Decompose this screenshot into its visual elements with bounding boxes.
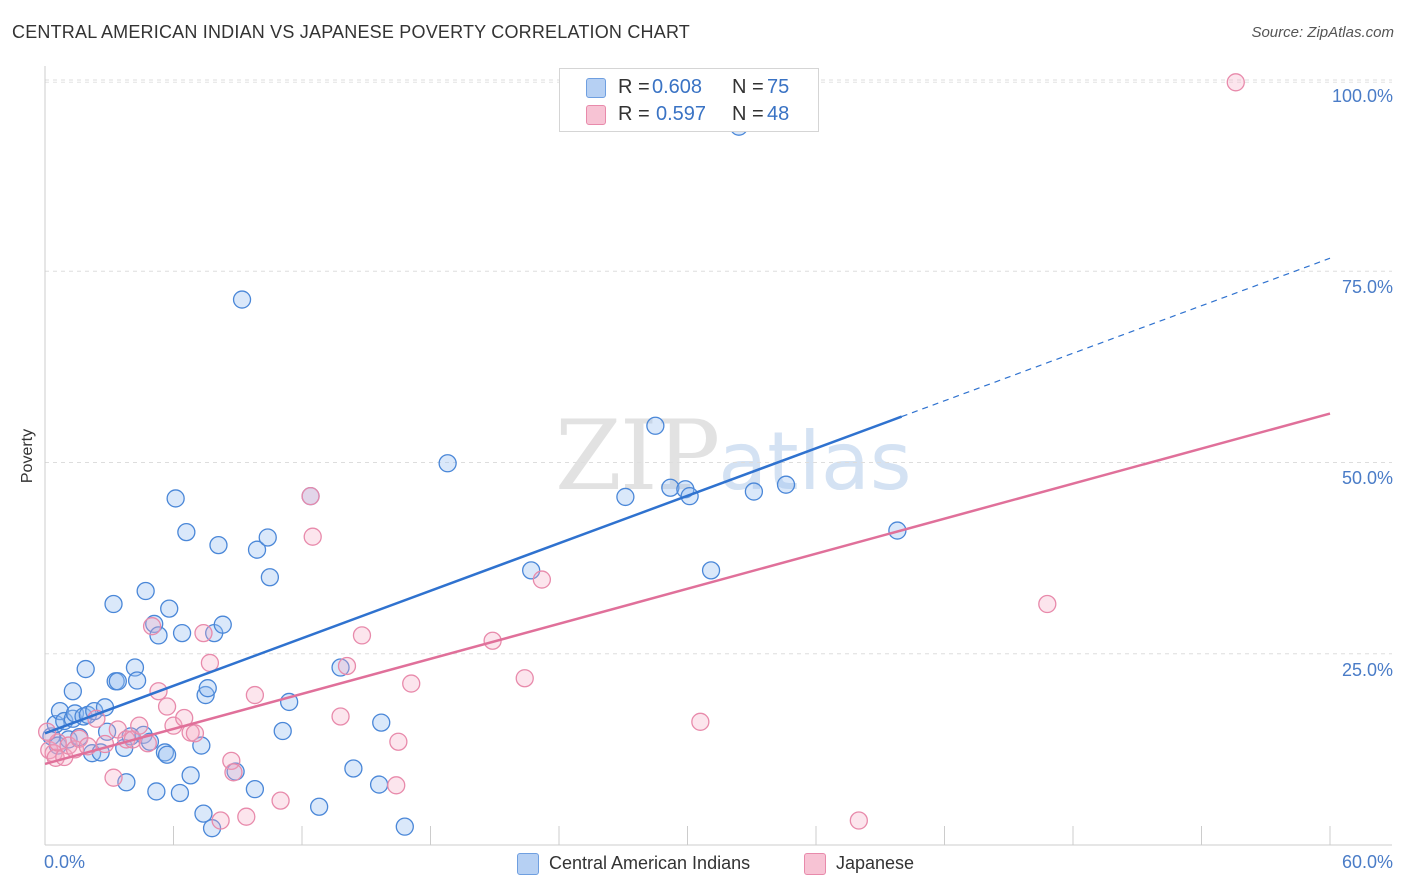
point-japanese <box>271 791 290 810</box>
point-central-american <box>196 685 215 705</box>
point-central-american <box>661 478 680 497</box>
point-japanese <box>130 716 149 735</box>
point-central-american <box>104 594 123 614</box>
point-central-american <box>76 659 95 679</box>
x-tick-label-max: 60.0% <box>1341 852 1393 872</box>
point-central-american <box>701 561 721 580</box>
point-japanese <box>211 811 230 830</box>
point-japanese <box>222 751 241 770</box>
point-central-american <box>198 679 217 698</box>
watermark-atlas: atlas <box>718 415 912 508</box>
point-japanese <box>402 674 421 693</box>
y-tick-label-100: 100.0% <box>1331 86 1393 106</box>
point-central-american <box>181 766 200 785</box>
point-central-american <box>273 721 292 741</box>
point-central-american <box>247 540 267 559</box>
point-central-american <box>260 568 280 587</box>
y-tick-label-75: 75.0% <box>1341 277 1393 297</box>
point-central-american <box>616 487 635 507</box>
legend-r-value: 0.597 <box>656 103 707 125</box>
point-japanese <box>224 763 243 782</box>
point-central-american <box>369 775 389 794</box>
stats-legend: R = 0.608 N = 75 R = 0.597 N = 48 <box>559 68 819 132</box>
x-tick-label-min: 0.0% <box>44 852 86 872</box>
point-central-american <box>136 581 155 601</box>
point-japanese <box>389 732 408 751</box>
point-central-american <box>344 759 363 778</box>
point-japanese <box>691 712 710 731</box>
legend-r-label: R = <box>618 76 650 98</box>
point-japanese <box>849 811 868 830</box>
point-japanese <box>303 527 322 546</box>
point-central-american <box>209 535 228 555</box>
point-central-american <box>646 416 665 435</box>
y-axis-label: Poverty <box>19 428 36 484</box>
point-central-american <box>127 671 147 690</box>
point-central-american <box>438 454 457 473</box>
legend-swatch-pink <box>586 105 606 125</box>
y-tick-label-50: 50.0% <box>1341 468 1393 488</box>
legend-r-value: 0.608 <box>652 76 703 98</box>
source-label: Source: ZipAtlas.com <box>1251 24 1394 41</box>
point-japanese <box>301 487 320 506</box>
point-central-american <box>160 599 179 618</box>
point-japanese <box>1226 73 1245 92</box>
legend-r-label: R = <box>618 103 650 125</box>
point-japanese <box>142 617 162 636</box>
point-central-american <box>776 475 796 494</box>
point-central-american <box>177 522 196 542</box>
point-central-american <box>744 482 764 501</box>
point-central-american <box>245 780 265 799</box>
point-central-american <box>194 804 213 823</box>
point-central-american <box>372 713 391 732</box>
point-japanese <box>515 669 534 688</box>
legend-row-japanese: R = 0.597 N = 48 <box>560 101 818 128</box>
point-central-american <box>213 615 232 634</box>
legend-swatch-blue <box>517 853 539 875</box>
point-central-american <box>309 797 329 816</box>
point-japanese <box>352 626 372 645</box>
point-central-american <box>172 623 192 643</box>
point-japanese <box>237 807 256 826</box>
legend-n-label: N = <box>732 76 764 98</box>
point-japanese <box>157 697 177 716</box>
legend-n-value: 75 <box>767 76 790 98</box>
legend-label: Japanese <box>836 853 915 873</box>
legend-swatch-blue <box>586 78 606 98</box>
point-central-american <box>166 489 185 508</box>
point-central-american <box>258 528 277 547</box>
legend-swatch-pink <box>804 853 826 875</box>
point-central-american <box>149 626 168 645</box>
point-central-american <box>157 745 177 764</box>
point-central-american <box>232 290 252 309</box>
point-japanese <box>185 724 205 743</box>
point-central-american <box>170 783 190 803</box>
series-legend: Central American Indians Japanese <box>0 852 1406 878</box>
point-japanese <box>194 623 213 643</box>
legend-row-central-american: R = 0.608 N = 75 <box>560 74 818 101</box>
legend-n-label: N = <box>732 103 764 125</box>
point-japanese <box>337 656 357 676</box>
point-japanese <box>387 776 406 795</box>
point-japanese <box>532 570 552 589</box>
trendline-central-american <box>44 415 903 735</box>
chart-title: CENTRAL AMERICAN INDIAN VS JAPANESE POVE… <box>12 22 691 42</box>
point-japanese <box>331 707 350 726</box>
point-central-american <box>147 782 166 801</box>
point-japanese <box>245 685 265 705</box>
point-japanese <box>104 768 123 787</box>
point-central-american <box>331 658 350 677</box>
trendline-central-american-projection <box>901 257 1331 418</box>
legend-label: Central American Indians <box>549 853 751 873</box>
trendline-japanese <box>44 412 1331 766</box>
point-japanese <box>1038 594 1057 614</box>
point-central-american <box>108 672 127 691</box>
legend-n-value: 48 <box>767 103 790 125</box>
point-central-american <box>395 817 414 836</box>
point-central-american <box>63 682 82 701</box>
y-tick-label-25: 25.0% <box>1341 660 1393 680</box>
